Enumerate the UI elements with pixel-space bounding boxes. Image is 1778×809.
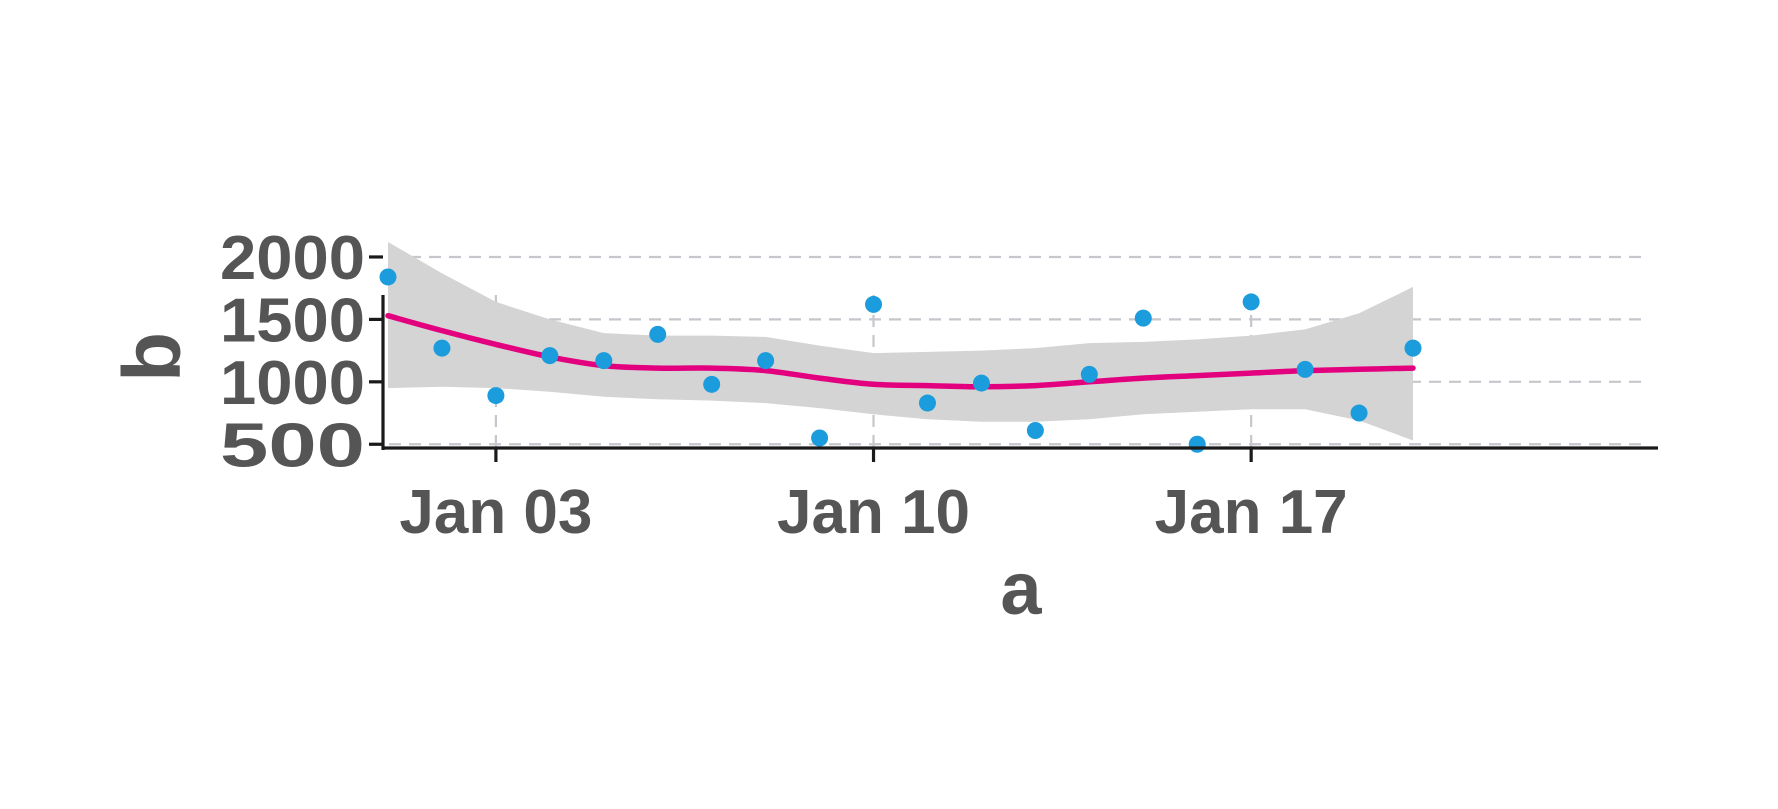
data-point-9 [865, 295, 883, 313]
y-tick-label-0: 500 [220, 411, 365, 480]
x-tick-label-2: Jan 17 [1155, 478, 1348, 547]
data-point-12 [1026, 422, 1044, 440]
data-point-0 [379, 268, 397, 286]
points-layer [379, 268, 1422, 453]
data-point-3 [541, 347, 559, 365]
confidence-band-layer [388, 242, 1413, 441]
x-tick-label-1: Jan 10 [777, 478, 970, 547]
data-point-8 [811, 429, 829, 447]
data-point-13 [1080, 365, 1098, 383]
data-point-11 [972, 374, 990, 392]
data-point-15 [1188, 435, 1206, 453]
data-point-14 [1134, 309, 1152, 327]
x-tick-label-0: Jan 03 [399, 478, 592, 547]
data-point-7 [757, 352, 775, 370]
confidence-band [388, 242, 1413, 441]
data-point-2 [487, 387, 505, 405]
data-point-4 [595, 352, 613, 370]
data-point-17 [1296, 360, 1314, 378]
data-point-16 [1242, 293, 1260, 311]
data-point-1 [433, 339, 451, 357]
data-point-6 [703, 375, 721, 393]
y-tick-label-3: 2000 [220, 224, 365, 293]
data-point-18 [1350, 404, 1368, 422]
y-tick-label-2: 1500 [220, 286, 365, 355]
data-point-19 [1404, 339, 1422, 357]
x-axis-title: a [1000, 547, 1042, 630]
y-tick-label-1: 1000 [220, 349, 365, 418]
y-axis-title: b [107, 332, 198, 382]
data-point-10 [918, 394, 936, 412]
data-point-5 [649, 325, 667, 343]
